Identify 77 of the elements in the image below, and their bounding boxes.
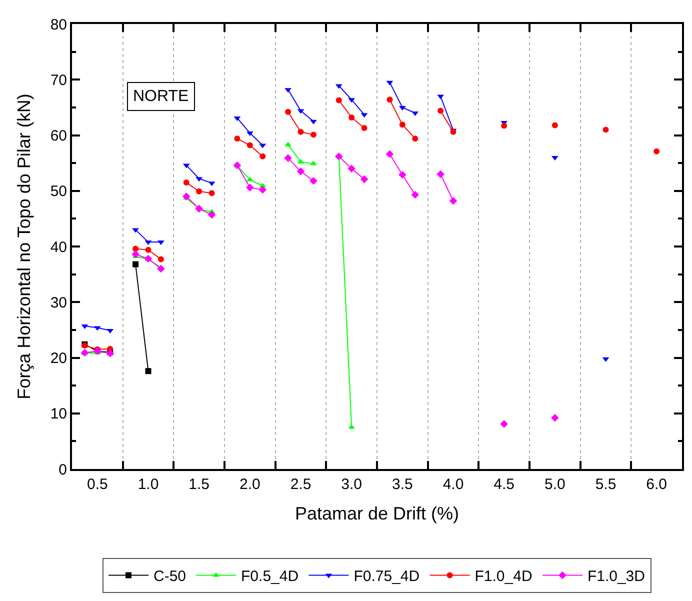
point	[411, 190, 420, 199]
point	[296, 168, 305, 176]
point	[334, 152, 343, 160]
point	[158, 240, 164, 246]
x-tick-label: 2.0	[239, 476, 260, 493]
y-tick-label: 30	[50, 294, 67, 312]
legend-label: F0.75_4D	[354, 568, 420, 586]
point	[552, 122, 558, 128]
point	[412, 136, 418, 142]
legend-label: F0.5_4D	[241, 568, 299, 586]
point	[195, 204, 203, 213]
point	[183, 180, 190, 186]
x-axis-title: Patamar de Drift (%)	[294, 504, 460, 524]
point	[348, 164, 356, 173]
y-axis-title: Força Horizontal no Topo do Pilar (kN)	[14, 94, 34, 400]
point	[399, 122, 406, 128]
point	[196, 188, 202, 194]
x-tick-label: 2.5	[290, 476, 312, 493]
point	[386, 150, 394, 158]
point	[246, 184, 254, 192]
x-tick-label: 5.0	[544, 476, 566, 493]
point	[310, 120, 317, 124]
y-tick-label: 60	[50, 128, 67, 144]
point	[260, 153, 266, 160]
point	[246, 142, 253, 148]
point	[258, 186, 267, 194]
point	[501, 122, 508, 129]
point	[398, 170, 406, 179]
x-tick-label: 6.0	[646, 476, 668, 493]
point	[208, 210, 216, 219]
point	[284, 154, 292, 162]
point	[284, 88, 292, 93]
point	[157, 264, 165, 273]
point	[234, 136, 240, 142]
point	[360, 175, 368, 184]
point	[386, 96, 393, 103]
x-tick-label: 0.5	[86, 476, 108, 493]
point	[284, 142, 292, 146]
x-tick-label: 1.5	[188, 476, 210, 493]
y-tick-label: 10	[50, 406, 67, 423]
point	[336, 97, 342, 104]
point	[132, 261, 139, 268]
point	[132, 250, 140, 258]
x-tick-label: 1.0	[138, 476, 159, 493]
x-tick-label: 5.5	[595, 476, 616, 493]
point	[145, 246, 152, 253]
point	[298, 128, 304, 135]
y-tick-label: 50	[50, 183, 67, 200]
point	[348, 114, 355, 120]
x-tick-label: 3.0	[341, 476, 362, 493]
point	[602, 126, 609, 133]
point	[285, 108, 292, 115]
y-tick-label: 0	[58, 461, 67, 478]
point	[158, 256, 164, 262]
legend-label: C-50	[154, 568, 186, 586]
point	[654, 148, 660, 154]
point	[182, 192, 190, 200]
point	[132, 246, 139, 252]
point	[132, 228, 139, 233]
y-tick-label: 80	[50, 16, 67, 34]
x-tick-label: 3.5	[392, 476, 413, 493]
point	[310, 176, 318, 185]
point	[145, 368, 152, 374]
point	[310, 160, 317, 166]
y-tick-label: 40	[50, 238, 67, 256]
point	[551, 414, 559, 422]
point	[361, 125, 368, 132]
y-tick-label: 70	[50, 72, 67, 89]
x-tick-label: 4.5	[494, 476, 515, 493]
point	[310, 132, 316, 138]
point	[500, 420, 508, 428]
point	[208, 190, 215, 196]
legend-label: F1.0_3D	[587, 568, 646, 586]
annotation: NORTE	[133, 88, 189, 105]
x-tick-label: 4.0	[442, 476, 464, 493]
y-tick-label: 20	[50, 350, 67, 367]
legend-label: F1.0_4D	[474, 568, 532, 586]
